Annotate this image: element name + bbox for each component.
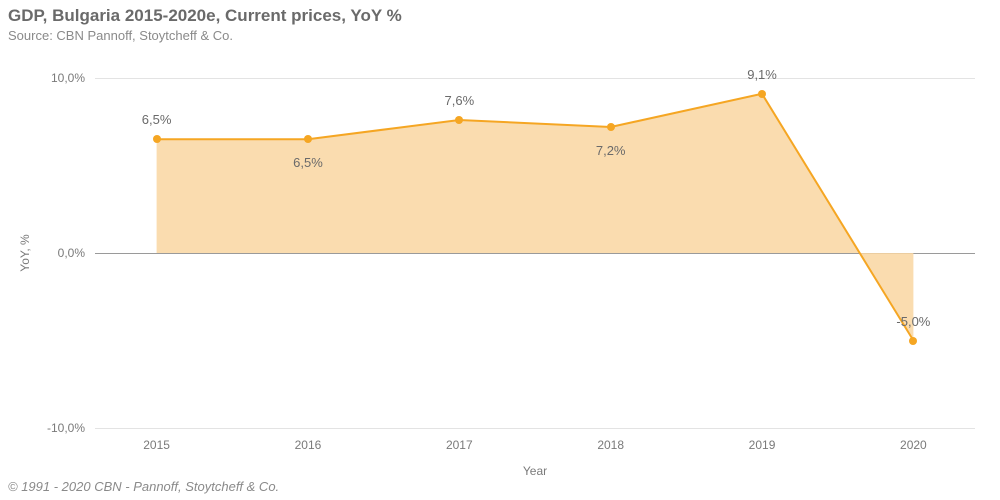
x-tick-label: 2016 bbox=[295, 428, 322, 452]
chart-plot-area: 10,0%0,0%-10,0%2015201620172018201920206… bbox=[95, 78, 975, 428]
y-tick-label: -10,0% bbox=[47, 421, 95, 435]
y-tick-label: 0,0% bbox=[58, 246, 95, 260]
data-point bbox=[909, 337, 917, 345]
data-point bbox=[758, 90, 766, 98]
data-point bbox=[607, 123, 615, 131]
data-label: 9,1% bbox=[747, 67, 777, 82]
data-point bbox=[304, 135, 312, 143]
gridline bbox=[95, 428, 975, 429]
data-point bbox=[153, 135, 161, 143]
x-tick-label: 2018 bbox=[597, 428, 624, 452]
chart-footer: © 1991 - 2020 CBN - Pannoff, Stoytcheff … bbox=[8, 479, 279, 494]
y-tick-label: 10,0% bbox=[51, 71, 95, 85]
x-axis-label: Year bbox=[523, 464, 547, 478]
data-label: 7,6% bbox=[444, 93, 474, 108]
x-tick-label: 2019 bbox=[749, 428, 776, 452]
x-tick-label: 2015 bbox=[143, 428, 170, 452]
chart-subtitle: Source: CBN Pannoff, Stoytcheff & Co. bbox=[8, 28, 233, 43]
chart-title: GDP, Bulgaria 2015-2020e, Current prices… bbox=[8, 6, 402, 26]
data-point bbox=[455, 116, 463, 124]
x-tick-label: 2017 bbox=[446, 428, 473, 452]
data-label: 7,2% bbox=[596, 143, 626, 158]
x-tick-label: 2020 bbox=[900, 428, 927, 452]
area-fill bbox=[157, 94, 914, 341]
chart-svg bbox=[95, 78, 975, 428]
y-axis-label: YoY, % bbox=[18, 234, 32, 271]
data-label: -5,0% bbox=[896, 314, 930, 329]
data-label: 6,5% bbox=[142, 112, 172, 127]
data-label: 6,5% bbox=[293, 155, 323, 170]
